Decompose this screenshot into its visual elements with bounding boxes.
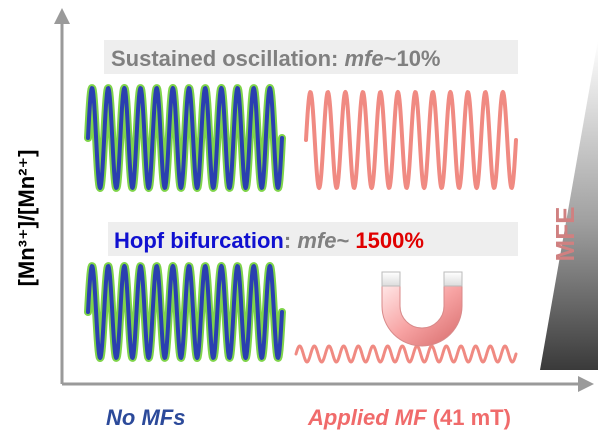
y-axis-label: [Mn³⁺]/[Mn²⁺] <box>14 150 39 287</box>
bottom-right-wave-line <box>294 344 518 364</box>
bottom-label-box <box>108 222 518 256</box>
field-strength-text: (41 mT) <box>427 405 511 430</box>
bottom-label-value: 1500% <box>355 228 424 253</box>
top-label-mfe: mfe <box>344 46 383 71</box>
bottom-label-tilde: ~ <box>336 228 355 253</box>
bottom-left-wave-line <box>86 264 284 360</box>
top-left-wave <box>84 84 286 192</box>
bottom-label-mfe: mfe <box>297 228 336 253</box>
top-right-wave-line <box>304 90 518 190</box>
bottom-label-prefix: Hopf bifurcation <box>114 228 284 253</box>
top-label: Sustained oscillation: mfe~10% <box>111 46 441 71</box>
bottom-right-wave <box>294 344 518 364</box>
top-label-prefix: Sustained oscillation: <box>111 46 344 71</box>
magnet-body <box>381 283 463 347</box>
magnet-tip-right <box>443 271 463 287</box>
horseshoe-magnet-icon <box>381 271 463 347</box>
y-axis-arrow <box>54 8 70 24</box>
top-label-box <box>104 40 518 74</box>
x-axis-arrow <box>578 376 594 392</box>
bottom-left-wave <box>84 262 286 362</box>
top-right-wave <box>304 90 518 190</box>
applied-mf-label: Applied MF (41 mT) <box>307 405 511 430</box>
no-mf-label: No MFs <box>106 405 185 430</box>
mfe-triangle <box>540 40 598 370</box>
applied-mf-text: Applied MF <box>307 405 427 430</box>
top-left-wave-line <box>86 86 284 190</box>
bottom-label-colon: : <box>284 228 297 253</box>
axes <box>54 8 594 392</box>
bottom-label: Hopf bifurcation: mfe~ 1500% <box>114 228 424 253</box>
magnet-tip-left <box>381 271 401 287</box>
mfe-label: MFE <box>550 207 580 262</box>
top-label-value: ~10% <box>384 46 441 71</box>
